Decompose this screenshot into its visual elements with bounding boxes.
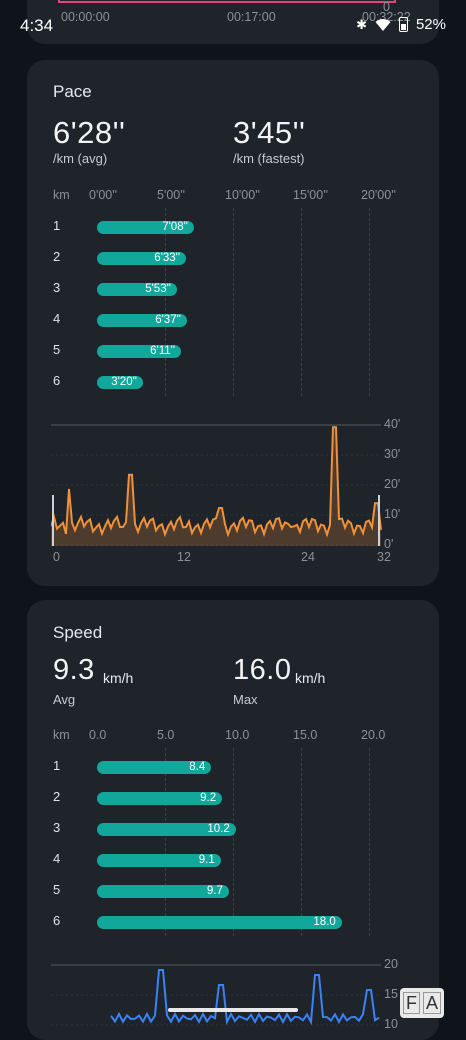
heart-rate-card: 00:00:00 00:17:00 00:32:22 0: [27, 0, 439, 44]
pace-split-bar: 6'33'': [97, 252, 187, 265]
pace-fastest-label: /km (fastest): [233, 151, 305, 166]
battery-icon: [398, 17, 408, 32]
pace-line-x-tick: 24: [301, 550, 315, 564]
gesture-nav-bar[interactable]: [168, 1008, 298, 1012]
speed-split-km: 1: [53, 758, 61, 773]
speed-line-y-tick: 15: [384, 987, 398, 1001]
pace-line-x-tick: 32: [377, 550, 391, 564]
pace-axis-unit: km: [53, 188, 70, 202]
speed-split-bar: 9.1: [97, 854, 221, 867]
pace-grid-line: [233, 208, 234, 396]
pace-line-chart: [51, 424, 382, 546]
pace-split-bar: 5'53'': [97, 283, 177, 296]
speed-line-y-tick: 10: [384, 1017, 398, 1031]
pace-split-bar: 6'11'': [97, 345, 182, 358]
speed-split-km: 6: [53, 913, 61, 928]
speed-axis-tick: 5.0: [157, 728, 175, 742]
speed-axis-tick: 15.0: [293, 728, 318, 742]
wifi-icon: [375, 18, 391, 31]
speed-title: Speed: [53, 623, 103, 642]
fa-letter: F: [402, 992, 420, 1014]
top-x-tick: 00:17:00: [227, 10, 276, 24]
top-y-tick: 0: [383, 0, 390, 14]
speed-card: Speed 9.3 km/h Avg 16.0 km/h Max km 0.0 5…: [27, 600, 439, 1040]
speed-grid-line: [369, 748, 370, 936]
status-bar: 4:34 ✱ 52%: [0, 0, 466, 50]
speed-split-km: 3: [53, 820, 61, 835]
speed-split-bar: 9.7: [97, 885, 229, 898]
speed-grid-line: [301, 748, 302, 936]
speed-axis-unit: km: [53, 728, 70, 742]
pace-split-km: 5: [53, 342, 61, 357]
pace-line-series: [51, 426, 382, 538]
speed-split-bar: 18.0: [97, 916, 342, 929]
pace-line-x-tick: 0: [53, 550, 60, 564]
pace-card: Pace 6'28'' /km (avg) 3'45'' /km (fastes…: [27, 60, 439, 586]
top-x-tick: 00:32:22: [362, 10, 411, 24]
status-icons: ✱ 52%: [356, 16, 446, 33]
bluetooth-icon: ✱: [356, 16, 367, 32]
top-x-tick: 00:00:00: [61, 10, 110, 24]
pace-axis-tick: 5'00'': [157, 188, 186, 202]
status-time: 4:34: [20, 16, 54, 35]
speed-split-bar: 10.2: [97, 823, 236, 836]
pace-line-y-tick: 10': [384, 507, 401, 521]
pace-title: Pace: [53, 82, 92, 101]
pace-split-bar: 7'08'': [97, 221, 194, 234]
speed-split-km: 5: [53, 882, 61, 897]
fa-letter: A: [422, 992, 441, 1014]
pace-split-bar: 3'20'': [97, 376, 143, 389]
pace-split-km: 3: [53, 280, 61, 295]
speed-max-value: 16.0: [233, 654, 292, 686]
speed-grid-line: [165, 748, 166, 936]
speed-line-chart: [51, 964, 381, 1026]
pace-avg-value: 6'28'': [53, 115, 126, 150]
speed-split-km: 2: [53, 789, 61, 804]
speed-line-y-tick: 20: [384, 957, 398, 971]
speed-avg-unit: km/h: [103, 670, 134, 686]
pace-split-km: 6: [53, 373, 61, 388]
battery-percent: 52%: [415, 16, 446, 33]
pace-line-y-tick: 20': [384, 477, 401, 491]
top-chart-line: [58, 0, 396, 3]
pace-split-km: 1: [53, 218, 61, 233]
pace-fastest-value: 3'45'': [233, 115, 306, 150]
speed-split-bar: 9.2: [97, 792, 223, 805]
pace-axis-tick: 0'00'': [89, 188, 118, 202]
pace-line-area: [51, 427, 381, 546]
pace-split-bar: 6'37'': [97, 314, 187, 327]
speed-axis-tick: 0.0: [89, 728, 107, 742]
pace-split-km: 2: [53, 249, 61, 264]
speed-axis-tick: 10.0: [225, 728, 250, 742]
font-adjust-button[interactable]: F A: [400, 988, 444, 1018]
pace-avg-label: /km (avg): [53, 151, 108, 166]
pace-line-x-tick: 12: [177, 550, 191, 564]
pace-grid-line: [301, 208, 302, 396]
pace-grid-line: [369, 208, 370, 396]
pace-grid-line: [165, 208, 166, 396]
speed-max-unit: km/h: [295, 670, 326, 686]
speed-max-label: Max: [233, 692, 258, 707]
pace-axis-tick: 15'00'': [293, 188, 328, 202]
speed-avg-value: 9.3: [53, 654, 95, 686]
pace-line-y-tick: 40': [384, 417, 401, 431]
speed-line-series: [110, 969, 380, 1026]
pace-line-y-tick: 30': [384, 447, 401, 461]
pace-line-y-tick: 0': [384, 537, 394, 551]
speed-axis-tick: 20.0: [361, 728, 386, 742]
pace-split-km: 4: [53, 311, 61, 326]
speed-grid-line: [233, 748, 234, 936]
speed-split-km: 4: [53, 851, 61, 866]
pace-axis-tick: 20'00'': [361, 188, 396, 202]
speed-split-bar: 8.4: [97, 761, 212, 774]
pace-axis-tick: 10'00'': [225, 188, 260, 202]
speed-avg-label: Avg: [53, 692, 76, 707]
